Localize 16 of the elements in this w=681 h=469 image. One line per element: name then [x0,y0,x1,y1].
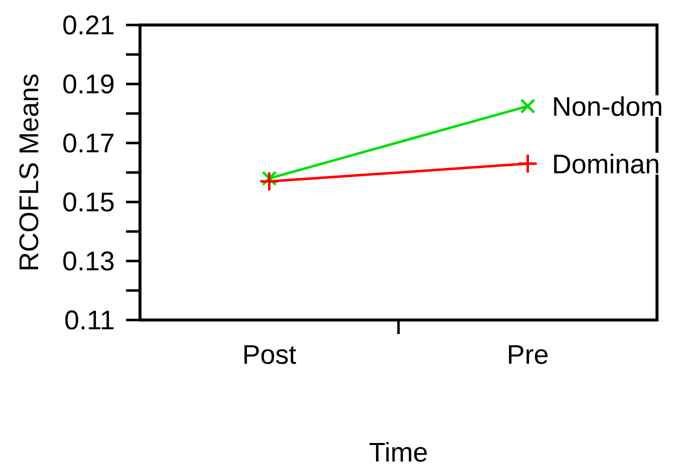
x-axis-title: Time [370,442,427,462]
point [259,171,280,192]
series-label: Non-dom [554,96,662,116]
y-tick-label: 0.11 [65,310,114,330]
point [518,153,538,174]
y-tick-label: 0.13 [63,251,114,271]
y-tick-label: 0.21 [63,15,114,35]
point [520,98,536,114]
y-axis-title: RCOFLS Means [19,74,38,270]
point [262,170,277,186]
y-tick-label: 0.19 [63,74,114,94]
x-tick-label: Post [244,345,296,364]
x-tick-label: Pre [508,345,548,364]
y-tick-label: 0.15 [63,192,114,212]
y-tick-label: 0.17 [63,133,114,153]
series-label: Dominan [554,154,658,174]
